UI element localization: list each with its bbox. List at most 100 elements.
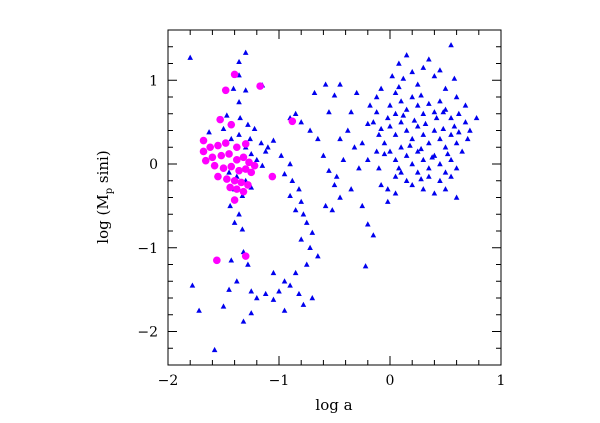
triangle-point — [287, 192, 293, 199]
circle-point — [201, 156, 210, 165]
triangle-point — [315, 135, 321, 142]
triangle-point — [296, 290, 302, 297]
triangle-point — [431, 109, 438, 115]
circle-point — [219, 164, 228, 172]
x-tick-label: 1 — [497, 373, 506, 389]
triangle-point — [322, 81, 329, 87]
triangle-point — [448, 131, 454, 137]
triangle-point — [396, 165, 402, 171]
triangle-point — [362, 263, 369, 269]
circle-point — [225, 150, 233, 158]
triangle-point — [248, 150, 255, 157]
circle-point — [241, 165, 250, 173]
circle-point — [247, 168, 256, 177]
triangle-point — [384, 186, 391, 192]
triangle-point — [378, 181, 384, 188]
triangle-point — [426, 140, 432, 146]
triangle-point — [278, 152, 285, 158]
triangle-point — [403, 177, 410, 183]
triangle-point — [373, 148, 380, 154]
triangle-point — [392, 190, 399, 196]
triangle-point — [258, 140, 265, 146]
triangle-point — [409, 161, 415, 167]
triangle-point — [242, 87, 249, 93]
triangle-point — [211, 346, 218, 353]
triangle-point — [224, 112, 230, 118]
triangle-point — [227, 202, 233, 209]
triangle-point — [298, 236, 304, 242]
triangle-point — [298, 198, 304, 204]
circle-point — [230, 196, 239, 204]
triangle-point — [409, 68, 415, 75]
triangle-point — [320, 152, 327, 158]
triangle-point — [236, 99, 242, 105]
circle-point — [288, 117, 297, 126]
circle-point — [227, 120, 236, 129]
data-points — [187, 42, 480, 353]
triangle-point — [407, 142, 413, 148]
circle-point — [199, 147, 208, 156]
axis-ticks — [167, 29, 502, 366]
triangle-point — [462, 119, 469, 125]
y-axis-label: log (Mp sini) — [94, 150, 115, 243]
triangle-point — [248, 288, 255, 294]
circle-point — [239, 187, 248, 196]
triangle-point — [403, 127, 410, 133]
triangle-point — [414, 169, 421, 175]
triangle-point — [426, 173, 432, 179]
triangle-point — [206, 129, 212, 135]
circle-point — [239, 153, 248, 162]
triangle-point — [462, 102, 469, 108]
triangle-point — [228, 135, 235, 142]
triangle-point — [270, 296, 277, 302]
triangle-point — [331, 92, 338, 98]
triangle-point — [351, 144, 358, 150]
circle-point — [214, 172, 222, 181]
triangle-point — [396, 83, 402, 90]
circle-point — [230, 176, 239, 185]
triangle-point — [248, 310, 255, 316]
axis-tick-labels: −2 −1 0 1 −2 −1 0 1 — [137, 73, 505, 389]
triangle-point — [326, 109, 332, 115]
triangle-point — [467, 127, 473, 133]
triangle-point — [392, 173, 399, 179]
triangle-point — [403, 106, 410, 112]
triangle-point — [459, 148, 465, 154]
triangle-point — [392, 131, 399, 137]
triangle-point — [431, 127, 438, 133]
triangle-point — [309, 295, 316, 301]
triangle-point — [414, 123, 421, 129]
circle-point — [227, 162, 236, 171]
y-axis-label-tail: sini) — [94, 150, 112, 188]
y-axis-label-main: log (M — [94, 194, 112, 243]
triangle-point — [276, 288, 282, 294]
triangle-point — [440, 125, 447, 132]
triangle-point — [376, 131, 382, 137]
triangle-point — [433, 114, 440, 121]
triangle-point — [409, 181, 415, 188]
triangle-point — [398, 144, 404, 150]
triangle-point — [337, 135, 343, 142]
triangle-point — [456, 110, 462, 116]
triangle-point — [262, 290, 269, 297]
triangle-point — [384, 114, 391, 121]
triangle-point — [400, 112, 407, 118]
triangle-point — [245, 121, 251, 127]
triangle-point — [292, 110, 299, 116]
triangle-point — [387, 123, 393, 129]
triangle-point — [345, 127, 351, 133]
triangle-point — [453, 194, 460, 200]
triangle-point — [226, 169, 232, 175]
circle-point — [244, 181, 252, 189]
triangle-point — [322, 202, 329, 209]
triangle-point — [307, 127, 313, 133]
triangle-point — [414, 148, 421, 154]
triangle-point — [426, 165, 432, 171]
triangle-point — [353, 89, 360, 96]
triangle-point — [442, 85, 449, 91]
triangle-point — [296, 186, 302, 192]
triangle-point — [315, 253, 321, 259]
triangle-point — [300, 211, 307, 217]
triangle-point — [473, 114, 480, 121]
triangle-point — [420, 131, 427, 137]
